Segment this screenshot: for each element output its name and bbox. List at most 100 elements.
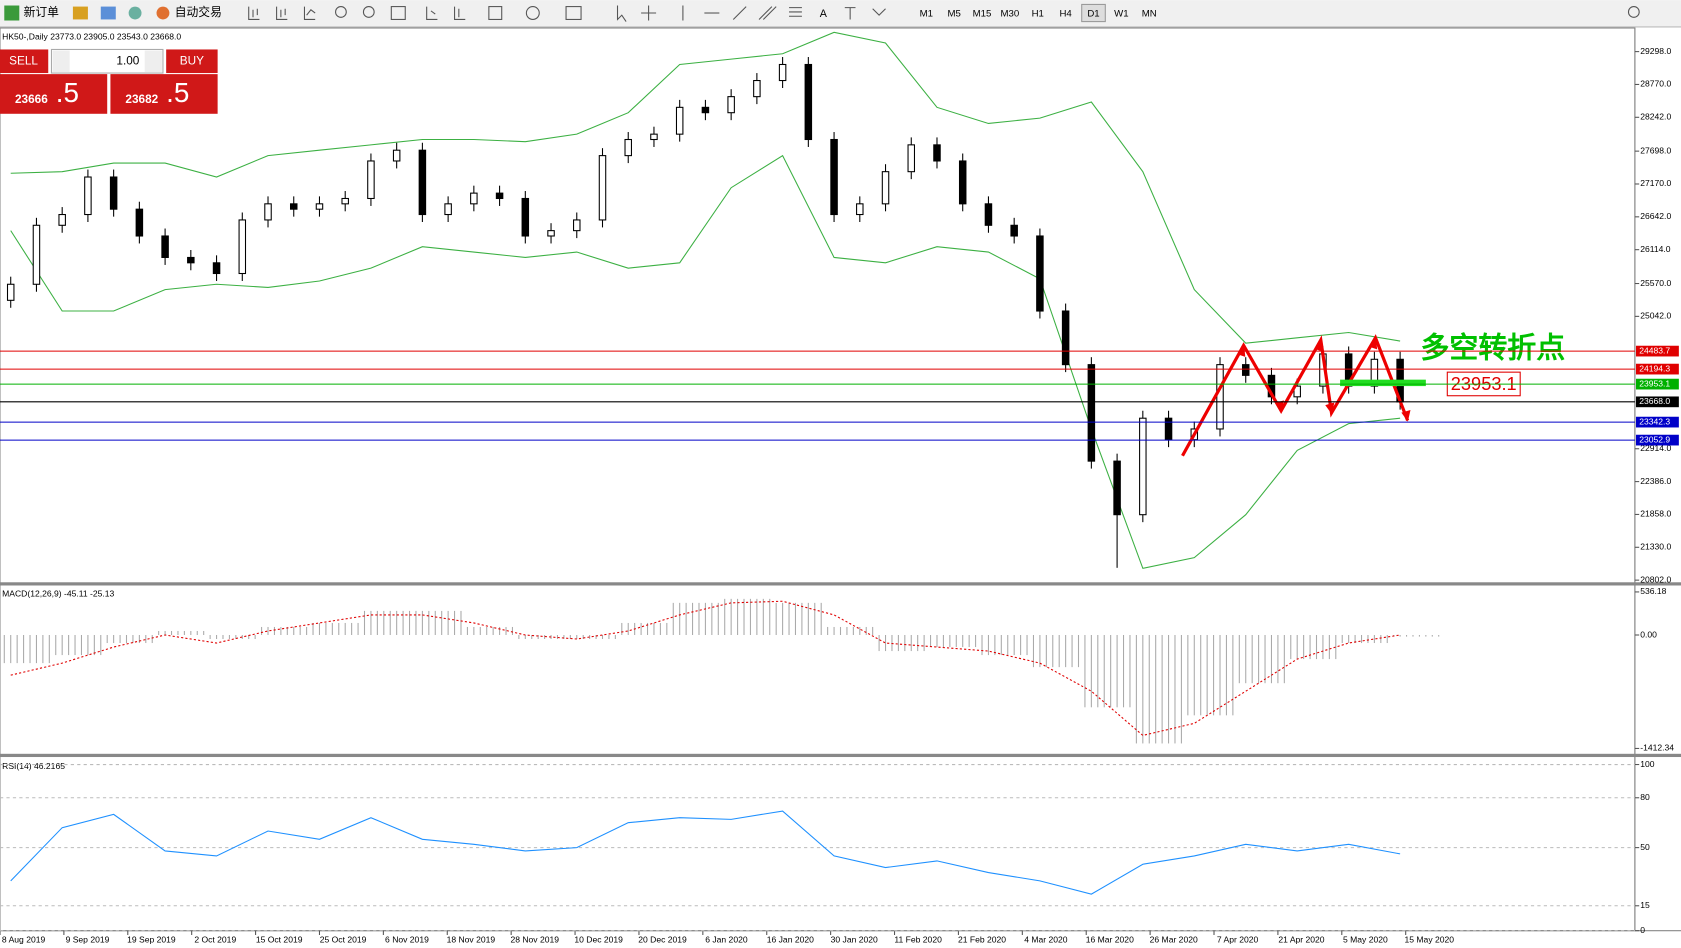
bollinger-band bbox=[10, 31, 1401, 344]
active-timeframe bbox=[1081, 3, 1106, 23]
candle-body bbox=[495, 192, 504, 200]
candle-body bbox=[547, 230, 555, 237]
sell-label[interactable]: SELL bbox=[9, 54, 38, 67]
sell-button[interactable] bbox=[0, 49, 49, 74]
tool-icon[interactable] bbox=[72, 6, 88, 20]
candle-body bbox=[907, 144, 916, 173]
new-order[interactable]: 新订单 bbox=[24, 5, 60, 19]
candle-body bbox=[1087, 364, 1096, 462]
candle-body bbox=[1061, 310, 1070, 366]
candle-body bbox=[161, 235, 169, 258]
auto-trading[interactable]: 自动交易 bbox=[175, 5, 222, 19]
candle-body bbox=[212, 262, 221, 275]
timeframe[interactable]: M5 bbox=[947, 9, 960, 20]
candle-body bbox=[315, 203, 324, 210]
tile-icon[interactable] bbox=[390, 6, 406, 20]
toolbar bbox=[0, 0, 1681, 27]
y-tick-label: 21858.0 bbox=[1640, 509, 1671, 519]
scroll-icon[interactable] bbox=[426, 6, 438, 20]
y-tick-label: 15 bbox=[1640, 900, 1650, 910]
channel-icon[interactable] bbox=[758, 6, 777, 20]
volume[interactable]: 1.00 bbox=[116, 54, 139, 67]
buy-label[interactable]: BUY bbox=[180, 54, 204, 67]
label-icon[interactable] bbox=[844, 7, 856, 20]
template-icon[interactable] bbox=[565, 6, 582, 20]
level-label-box bbox=[1635, 363, 1679, 375]
timeframe[interactable]: MN bbox=[1142, 9, 1157, 20]
candle-body bbox=[1293, 385, 1301, 398]
candle-body bbox=[856, 203, 864, 216]
indicator-icon[interactable] bbox=[488, 6, 503, 20]
sell-price-box[interactable] bbox=[0, 74, 108, 114]
shift-icon[interactable] bbox=[454, 6, 466, 20]
x-tick-label: 5 May 2020 bbox=[1343, 935, 1388, 945]
crosshair-icon[interactable] bbox=[641, 5, 657, 21]
candle-body bbox=[392, 149, 401, 162]
tool-icon[interactable] bbox=[128, 6, 142, 20]
candle-body bbox=[289, 203, 298, 210]
chart-title: HK50-,Daily 23773.0 23905.0 23543.0 2366… bbox=[2, 32, 181, 42]
buy-price[interactable]: 23682 bbox=[125, 93, 158, 106]
y-tick-label: 22914.0 bbox=[1640, 443, 1671, 453]
text-tool[interactable]: A bbox=[820, 8, 828, 20]
y-tick-label: 536.18 bbox=[1640, 586, 1666, 596]
timeframe[interactable]: M1 bbox=[920, 9, 933, 20]
volume-field[interactable] bbox=[50, 48, 164, 74]
level-label-box bbox=[1635, 345, 1679, 357]
candle-body bbox=[367, 160, 375, 200]
arrow-icon[interactable] bbox=[872, 8, 886, 16]
timeframe[interactable]: H4 bbox=[1059, 9, 1072, 20]
period-icon[interactable] bbox=[525, 6, 540, 20]
candle-body bbox=[32, 224, 41, 285]
sell-fraction[interactable]: .5 bbox=[56, 77, 79, 108]
fibo-icon[interactable] bbox=[789, 7, 802, 17]
candle-body bbox=[958, 160, 967, 205]
buy-price-box[interactable] bbox=[110, 74, 218, 114]
y-tick-label: 100 bbox=[1640, 759, 1655, 769]
y-tick-label: 26642.0 bbox=[1640, 211, 1671, 221]
candle-body bbox=[1216, 364, 1224, 430]
candle-icon[interactable] bbox=[276, 6, 288, 20]
level-label: 23953.1 bbox=[1639, 378, 1670, 388]
ohlc: 23773.0 23905.0 23543.0 23668.0 bbox=[50, 32, 181, 42]
candle-body bbox=[84, 176, 92, 216]
bar-chart-icon[interactable] bbox=[248, 6, 260, 20]
buy-fraction[interactable]: .5 bbox=[166, 77, 189, 108]
y-tick-label: -1412.34 bbox=[1640, 743, 1674, 753]
y-tick-label: 50 bbox=[1640, 842, 1650, 852]
level-label: 24483.7 bbox=[1639, 345, 1670, 355]
auto-trading-icon[interactable] bbox=[156, 6, 170, 20]
x-tick-label: 8 Aug 2019 bbox=[2, 935, 46, 945]
timeframe[interactable]: D1 bbox=[1087, 9, 1099, 20]
buy-button[interactable] bbox=[166, 49, 218, 74]
pane-separator bbox=[0, 753, 1681, 758]
x-tick-label: 28 Nov 2019 bbox=[510, 935, 559, 945]
volume-up[interactable] bbox=[144, 50, 162, 72]
candle-body bbox=[58, 213, 66, 226]
zoom-out[interactable] bbox=[362, 6, 375, 18]
candle-body bbox=[521, 197, 530, 237]
timeframe[interactable]: H1 bbox=[1032, 9, 1044, 20]
tool-icon[interactable] bbox=[100, 6, 116, 20]
candle-body bbox=[341, 197, 349, 205]
cursor-icon[interactable] bbox=[616, 5, 627, 22]
new-order-icon[interactable] bbox=[4, 5, 20, 21]
x-tick-label: 15 Oct 2019 bbox=[256, 935, 303, 945]
timeframe[interactable]: M15 bbox=[973, 9, 992, 20]
timeframe[interactable]: W1 bbox=[1114, 9, 1128, 20]
x-tick-label: 25 Oct 2019 bbox=[320, 935, 367, 945]
level-label: 23342.3 bbox=[1639, 416, 1670, 426]
trendline-icon[interactable] bbox=[732, 6, 747, 20]
line-icon[interactable] bbox=[303, 6, 316, 20]
level-label: 23052.9 bbox=[1639, 434, 1670, 444]
sell-price[interactable]: 23666 bbox=[15, 93, 48, 106]
candle-body bbox=[444, 203, 452, 216]
pivot-bar bbox=[1340, 379, 1426, 387]
candle-body bbox=[109, 176, 118, 210]
search-icon[interactable] bbox=[1627, 6, 1640, 18]
y-tick-label: 27170.0 bbox=[1640, 178, 1671, 188]
zoom-in[interactable] bbox=[335, 6, 347, 18]
candle-body bbox=[1010, 224, 1018, 237]
timeframe[interactable]: M30 bbox=[1001, 9, 1020, 20]
volume-down[interactable] bbox=[52, 50, 70, 72]
